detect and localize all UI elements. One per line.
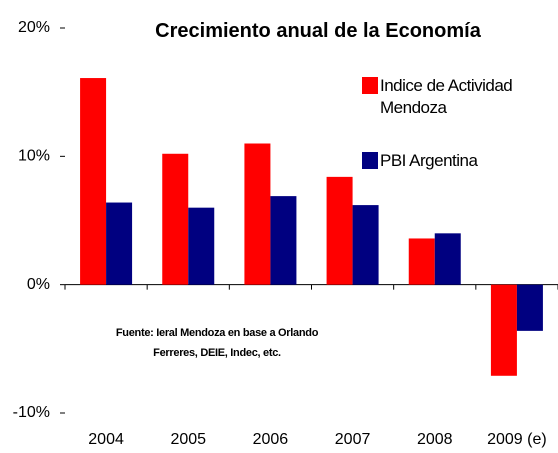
y-tick-label: 10% (18, 148, 50, 165)
bar (408, 238, 435, 285)
x-tick-label: 2008 (417, 431, 453, 448)
bar (270, 196, 297, 285)
x-tick-label: 2004 (88, 431, 124, 448)
x-tick-label: 2006 (253, 431, 289, 448)
annotation: Fuente: Ieral Mendoza en base a Orlando … (115, 327, 319, 359)
chart-title: Crecimiento anual de la Economía (155, 20, 481, 42)
legend-swatch (362, 77, 378, 94)
x-tick-label: 2009 (e) (487, 431, 547, 448)
bar (188, 207, 215, 285)
legend-swatch (362, 152, 378, 169)
bar (162, 153, 189, 285)
y-tick-label: 0% (27, 276, 50, 293)
bar (516, 284, 543, 331)
x-tick-label: 2005 (170, 431, 206, 448)
bar (244, 143, 271, 285)
bar (434, 233, 461, 285)
legend-label: PBI Argentina (380, 151, 478, 170)
y-tick-label: 20% (18, 19, 50, 36)
y-tick-label: -10% (13, 404, 50, 421)
x-tick-label: 2007 (335, 431, 371, 448)
legend-label: Indice de Actividad Mendoza (380, 76, 513, 117)
bar (326, 176, 353, 285)
bar (352, 205, 379, 285)
bar (80, 78, 107, 285)
bar (106, 202, 133, 285)
bar (490, 284, 517, 376)
